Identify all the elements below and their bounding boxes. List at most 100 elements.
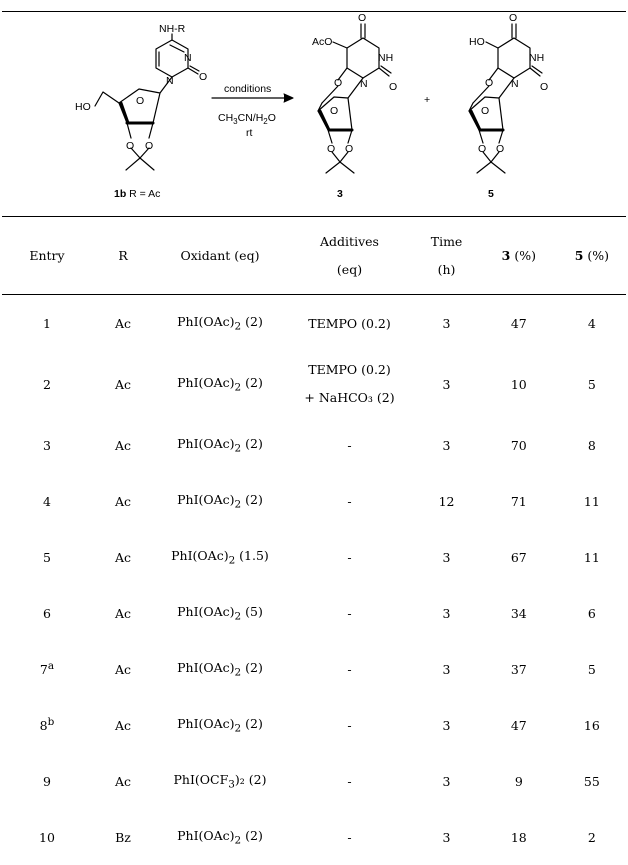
r-group: Ac xyxy=(115,377,131,392)
r-cell: Ac xyxy=(92,295,154,352)
yield-3-value: 37 xyxy=(511,662,527,677)
scheme-divider-rule xyxy=(2,216,626,217)
header-time-line2: (h) xyxy=(438,262,456,277)
time-cell: 3 xyxy=(413,295,480,352)
header-row: Entry R Oxidant (eq) Additives(eq) Time(… xyxy=(2,218,626,295)
oxidant-equivalents: (2) xyxy=(241,436,263,451)
entry-cell: 1 xyxy=(2,295,92,352)
reaction-arrow xyxy=(212,94,293,102)
yield-3-value: 70 xyxy=(511,438,527,453)
p5-ribose-o: O xyxy=(481,105,489,117)
r-cell: Ac xyxy=(92,753,154,809)
time-cell: 3 xyxy=(413,697,480,753)
yield-3-value: 18 xyxy=(511,830,527,845)
p3-carbonyl-o: O xyxy=(389,81,397,93)
p3-acetonide-o2: O xyxy=(345,143,353,155)
solvent-part-a: CH xyxy=(218,112,233,124)
p3-ether-o: O xyxy=(334,77,342,89)
additive-cell: - xyxy=(286,529,413,585)
additive-line1: - xyxy=(347,718,351,733)
additive-line1: - xyxy=(347,606,351,621)
oxidant-equivalents: (2) xyxy=(241,314,263,329)
entry-cell: 7a xyxy=(2,641,92,697)
oxidant-name: PhI(OAc) xyxy=(177,604,234,619)
yield-3-value: 67 xyxy=(511,550,527,565)
reaction-scheme: NH-R N N O HO O O O 1b R = Ac conditions… xyxy=(0,0,628,215)
r-group: Ac xyxy=(115,438,131,453)
yield-3-cell: 71 xyxy=(480,473,558,529)
header-yield-3-unit: (%) xyxy=(510,248,536,263)
r-cell: Bz xyxy=(92,809,154,865)
r-group: Ac xyxy=(115,718,131,733)
entry-cell: 6 xyxy=(2,585,92,641)
yield-5-value: 5 xyxy=(588,662,596,677)
temperature-label: rt xyxy=(246,127,252,139)
oxidant-name: PhI(OAc) xyxy=(177,492,234,507)
yield-5-value: 4 xyxy=(588,316,596,331)
entry-cell: 8b xyxy=(2,697,92,753)
oxidant-name: PhI(OAc) xyxy=(177,716,234,731)
yield-5-value: 55 xyxy=(584,774,600,789)
yield-3-value: 47 xyxy=(511,718,527,733)
yield-3-cell: 67 xyxy=(480,529,558,585)
yield-3-cell: 10 xyxy=(480,351,558,417)
yield-3-cell: 18 xyxy=(480,809,558,865)
additive-cell: - xyxy=(286,809,413,865)
time-value: 3 xyxy=(443,550,451,565)
additive-cell: - xyxy=(286,753,413,809)
yield-5-cell: 5 xyxy=(558,641,626,697)
p3-ribose-o: O xyxy=(330,105,338,117)
yield-5-cell: 2 xyxy=(558,809,626,865)
plus-sign: + xyxy=(424,94,430,106)
oxidant-name: PhI(OAc) xyxy=(171,548,228,563)
start-compound-rest: R = Ac xyxy=(126,188,160,200)
yield-5-value: 16 xyxy=(584,718,600,733)
additive-line2: + NaHCO₃ (2) xyxy=(304,390,394,405)
header-r: R xyxy=(92,218,154,295)
table-row: 5 Ac PhI(OAc)2 (1.5)- 3 67 11 xyxy=(2,529,626,585)
header-time: Time(h) xyxy=(413,218,480,295)
product-5-label: 5 xyxy=(488,188,494,200)
oxidant-equivalents: (2) xyxy=(241,375,263,390)
time-cell: 3 xyxy=(413,417,480,473)
entry-number: 5 xyxy=(43,550,51,565)
additive-line1: TEMPO (0.2) xyxy=(308,362,391,377)
oxidant-name: PhI(OCF xyxy=(174,772,229,787)
conditions-label: conditions xyxy=(224,83,271,95)
entry-number: 4 xyxy=(43,494,51,509)
time-value: 3 xyxy=(443,438,451,453)
yield-5-cell: 8 xyxy=(558,417,626,473)
r-group: Ac xyxy=(115,550,131,565)
additive-line1: - xyxy=(347,830,351,845)
yield-5-cell: 55 xyxy=(558,753,626,809)
oxidant-equivalents: (1.5) xyxy=(235,548,269,563)
oxidant-cell: PhI(OAc)2 (2) xyxy=(154,473,286,529)
oxidant-cell: PhI(OAc)2 (2) xyxy=(154,641,286,697)
start-ring-n3: N xyxy=(184,52,192,64)
oxidant-cell: PhI(OAc)2 (2) xyxy=(154,697,286,753)
start-substituent: NH-R xyxy=(159,23,186,35)
yield-5-value: 11 xyxy=(584,550,600,565)
time-value: 3 xyxy=(443,718,451,733)
entry-number: 8 xyxy=(40,719,48,734)
start-carbonyl-o: O xyxy=(199,71,207,83)
entry-number: 10 xyxy=(39,830,55,845)
yield-5-value: 11 xyxy=(584,494,600,509)
solvent-part-b: CN/H xyxy=(238,112,264,124)
entry-cell: 9 xyxy=(2,753,92,809)
p5-ring-n: N xyxy=(511,78,519,90)
entry-number: 2 xyxy=(43,377,51,392)
r-cell: Ac xyxy=(92,417,154,473)
r-group: Ac xyxy=(115,774,131,789)
time-cell: 3 xyxy=(413,809,480,865)
r-cell: Ac xyxy=(92,351,154,417)
time-value: 3 xyxy=(443,377,451,392)
additive-line1: - xyxy=(347,662,351,677)
time-cell: 3 xyxy=(413,641,480,697)
oxidant-cell: PhI(OAc)2 (1.5) xyxy=(154,529,286,585)
